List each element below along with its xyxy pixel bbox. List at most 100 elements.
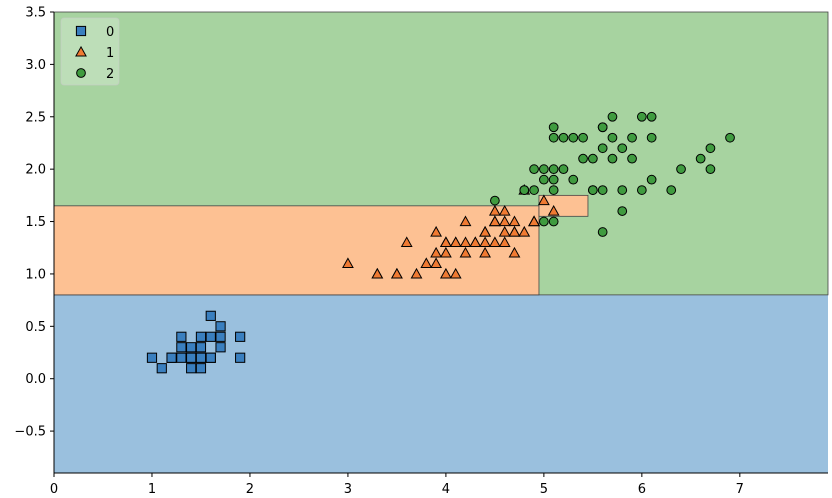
- data-point-class-2: [519, 185, 530, 195]
- data-point-class-2: [627, 132, 637, 143]
- y-tick-label: 1.5: [25, 215, 46, 230]
- data-point-class-2: [578, 132, 588, 143]
- data-point-class-0: [235, 352, 246, 363]
- data-point-class-1: [528, 215, 540, 227]
- data-point-class-1: [508, 215, 521, 227]
- data-point-class-1: [459, 236, 472, 248]
- region-class-1: [538, 194, 589, 217]
- data-point-class-2: [725, 132, 735, 143]
- data-point-class-0: [176, 342, 187, 353]
- data-point-class-1: [479, 225, 491, 237]
- data-point-class-0: [215, 342, 226, 353]
- data-point-class-2: [548, 132, 559, 143]
- data-point-class-1: [430, 225, 443, 237]
- data-point-class-1: [479, 246, 491, 258]
- y-tick-label: 1.0: [25, 267, 46, 282]
- axes: 0 1 2 3 4 5 6 7 −0.5 0.0 0.5 1.0 1.5 2.0 2.5 3.0 3.5: [14, 6, 828, 497]
- x-tick-label: 5: [540, 482, 548, 497]
- x-tick-label: 3: [344, 482, 352, 497]
- y-tick-label: 2.5: [25, 110, 46, 125]
- data-point-class-1: [342, 257, 354, 269]
- region-class-0: [54, 294, 828, 473]
- data-point-class-2: [676, 164, 686, 175]
- data-point-class-0: [205, 331, 216, 342]
- data-point-class-1: [498, 215, 511, 227]
- data-point-class-2: [636, 185, 647, 195]
- x-tick-label: 4: [442, 482, 450, 497]
- data-point-class-2: [490, 195, 500, 206]
- data-point-class-2: [627, 153, 637, 164]
- x-tick-label: 6: [638, 482, 646, 497]
- data-point-class-1: [439, 236, 452, 248]
- data-point-class-1: [498, 225, 511, 237]
- data-point-class-2: [539, 164, 549, 175]
- data-point-class-2: [597, 143, 608, 154]
- data-point-class-2: [558, 132, 569, 143]
- scatter-points: [146, 111, 735, 374]
- x-tick-label: 1: [148, 482, 156, 497]
- legend-box: [60, 17, 120, 86]
- data-point-class-1: [371, 267, 384, 279]
- data-point-class-1: [508, 246, 521, 258]
- data-point-class-2: [587, 153, 598, 164]
- data-point-class-0: [215, 331, 226, 342]
- legend-marker-0: [75, 25, 87, 37]
- data-point-class-1: [449, 236, 462, 248]
- data-point-class-1: [488, 236, 501, 248]
- data-point-class-1: [391, 267, 403, 279]
- data-point-class-2: [617, 206, 628, 216]
- data-point-class-1: [420, 257, 433, 269]
- region-class-1: [53, 205, 540, 296]
- legend-label-0: 0: [106, 25, 114, 40]
- data-point-class-2: [539, 174, 549, 185]
- y-tick-label: 3.5: [25, 6, 46, 21]
- x-tick-label: 0: [50, 482, 58, 497]
- data-point-class-2: [558, 164, 569, 175]
- legend-label-1: 1: [106, 46, 114, 61]
- data-point-class-1: [410, 267, 423, 279]
- data-point-class-2: [617, 185, 628, 195]
- data-point-class-0: [195, 352, 207, 363]
- y-tick-label: 3.0: [25, 58, 46, 73]
- data-point-class-2: [607, 111, 618, 122]
- data-point-class-2: [568, 174, 579, 185]
- data-point-class-2: [578, 153, 588, 164]
- data-point-class-0: [186, 363, 197, 374]
- data-point-class-1: [508, 225, 521, 237]
- legend: 0 1 2: [60, 17, 120, 86]
- data-point-class-0: [146, 352, 158, 363]
- data-point-class-2: [636, 111, 647, 122]
- data-point-class-2: [597, 122, 608, 133]
- x-tick-label: 2: [246, 482, 254, 497]
- data-point-class-0: [156, 363, 167, 374]
- data-point-class-2: [695, 153, 706, 164]
- data-point-class-0: [205, 310, 216, 321]
- data-point-class-2: [548, 122, 559, 133]
- data-point-class-2: [597, 185, 608, 195]
- data-point-class-2: [539, 216, 549, 227]
- data-point-class-1: [439, 246, 452, 258]
- data-point-class-1: [449, 267, 462, 279]
- data-point-class-2: [529, 185, 539, 195]
- legend-marker-2: [76, 68, 86, 78]
- data-point-class-0: [205, 352, 216, 363]
- data-point-class-2: [529, 164, 539, 175]
- data-point-class-2: [646, 174, 657, 185]
- data-point-class-1: [498, 204, 511, 216]
- data-point-class-2: [705, 164, 716, 175]
- data-point-class-0: [166, 352, 177, 363]
- data-point-class-1: [459, 246, 472, 258]
- legend-label-2: 2: [106, 67, 114, 82]
- data-point-class-1: [488, 204, 501, 216]
- data-point-class-2: [705, 143, 716, 154]
- data-point-class-2: [548, 185, 559, 195]
- data-point-class-1: [430, 246, 443, 258]
- y-tick-label: −0.5: [14, 425, 46, 440]
- data-point-class-1: [459, 215, 472, 227]
- y-tick-label: 0.0: [25, 372, 46, 387]
- decision-regions: [53, 11, 829, 473]
- data-point-class-0: [186, 342, 197, 353]
- data-point-class-1: [439, 267, 452, 279]
- data-point-class-0: [176, 331, 187, 342]
